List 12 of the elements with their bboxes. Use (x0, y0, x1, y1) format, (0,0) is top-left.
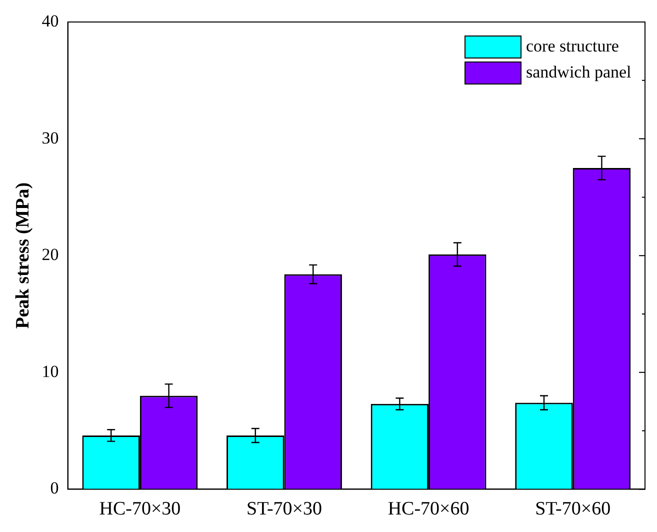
y-tick-label: 30 (42, 128, 59, 148)
y-axis-title: Peak stress (MPa) (12, 182, 34, 329)
x-tick-label: HC-70×30 (99, 498, 181, 520)
y-tick-label: 10 (42, 362, 59, 381)
x-tick-label: ST-70×60 (535, 498, 611, 520)
y-tick-label: 20 (42, 245, 59, 264)
x-tick-label: ST-70×30 (246, 498, 322, 520)
y-tick-label: 0 (50, 478, 59, 498)
legend-label: core structure (526, 36, 619, 56)
x-tick-label: HC-70×60 (388, 498, 470, 520)
legend-label: sandwich panel (526, 62, 632, 82)
y-tick-label: 40 (42, 11, 59, 30)
